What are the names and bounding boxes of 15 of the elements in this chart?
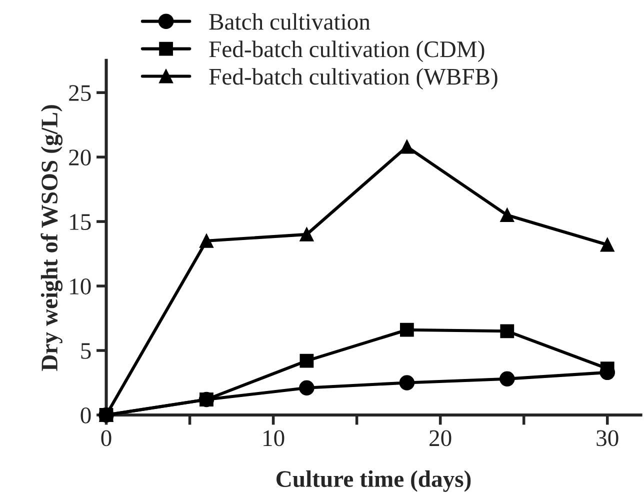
x-axis-title: Culture time (days) xyxy=(276,470,471,492)
x-tick-label: 10 xyxy=(264,430,284,446)
y-tick-label: 25 xyxy=(69,85,91,102)
y-tick-label: 15 xyxy=(70,214,91,230)
y-tick-label: 5 xyxy=(81,343,91,359)
y-tick-label: 10 xyxy=(70,278,91,294)
x-tick-label: 0 xyxy=(101,430,112,446)
x-tick-label: 20 xyxy=(430,430,452,446)
legend-label: Batch cultivation xyxy=(209,13,370,30)
y-axis-title: Dry weight of WSOS (g/L) xyxy=(40,105,63,371)
legend-label: Fed-batch cultivation (CDM) xyxy=(209,40,484,62)
y-tick-label: 0 xyxy=(80,407,91,424)
legend-label: Fed-batch cultivation (WBFB) xyxy=(209,68,498,90)
y-tick-label: 20 xyxy=(69,150,91,166)
x-tick-label: 30 xyxy=(596,430,618,446)
